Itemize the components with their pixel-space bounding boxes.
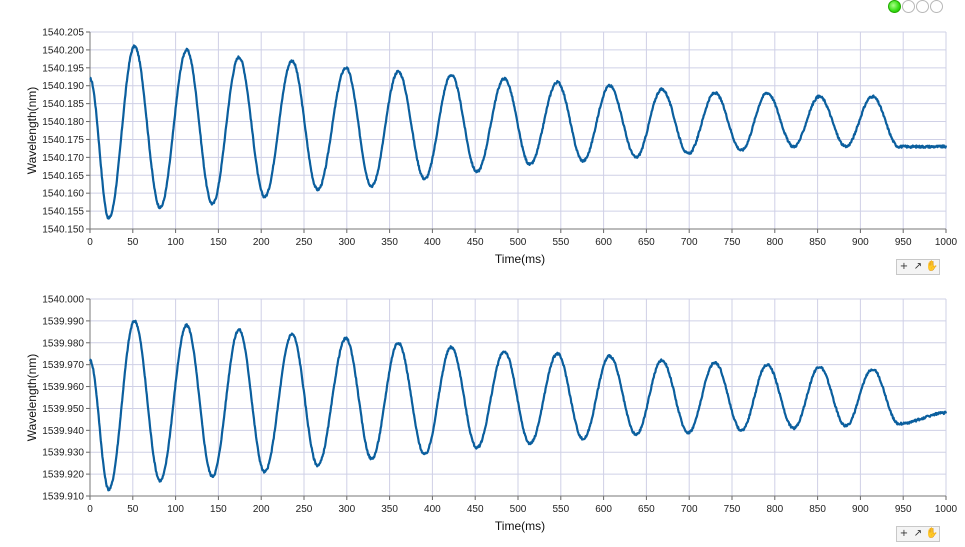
graph-palette-top[interactable]: + ↗ ✋	[896, 259, 940, 275]
chart-1-x-tick-label: 950	[895, 237, 912, 248]
chart-2-x-tick-label: 850	[809, 504, 826, 515]
chart-1-x-tick-label: 850	[809, 237, 826, 248]
chart-2-y-tick-label: 1539.920	[42, 470, 84, 481]
chart-1-y-tick-label: 1540.150	[42, 225, 84, 236]
chart-2-y-tick-label: 1539.960	[42, 382, 84, 393]
chart-2-y-tick-label: 1539.930	[42, 448, 84, 459]
chart-2-x-tick-label: 800	[766, 504, 783, 515]
chart-1-x-tick-label: 800	[766, 237, 783, 248]
chart-2-y-tick-label: 1539.980	[42, 338, 84, 349]
chart-2-x-tick-label: 650	[638, 504, 655, 515]
chart-1-y-tick-label: 1540.185	[42, 99, 84, 110]
chart-1-x-tick-label: 650	[638, 237, 655, 248]
chart-2-series-line	[88, 319, 948, 492]
chart-2-x-tick-label: 600	[595, 504, 612, 515]
chart-2-y-tick-label: 1539.910	[42, 492, 84, 503]
chart-2-y-tick-label: 1540.000	[42, 295, 84, 306]
chart-2-y-tick-label: 1539.990	[42, 316, 84, 327]
zoom-icon[interactable]: +	[899, 528, 909, 539]
chart-2-y-tick-label: 1539.940	[42, 426, 84, 437]
chart-2-x-tick-label: 200	[253, 504, 270, 515]
chart-1-x-tick-label: 400	[424, 237, 441, 248]
chart-1-y-tick-label: 1540.205	[42, 28, 84, 39]
chart-2-x-tick-label: 300	[338, 504, 355, 515]
chart-2-x-axis-label: Time(ms)	[495, 519, 545, 533]
chart-1-x-tick-label: 300	[338, 237, 355, 248]
hand-icon[interactable]: ✋	[925, 261, 939, 272]
chart-2-y-tick-label: 1539.970	[42, 360, 84, 371]
chart-1-y-tick-label: 1540.170	[42, 153, 84, 164]
chart-1-x-tick-label: 100	[167, 237, 184, 248]
status-led-row	[888, 0, 943, 13]
chart-1-x-tick-label: 0	[87, 237, 93, 248]
chart-1-x-tick-label: 50	[127, 237, 139, 248]
chart-2-x-tick-label: 900	[852, 504, 869, 515]
chart-1-x-tick-label: 450	[467, 237, 484, 248]
chart-2-x-tick-label: 50	[127, 504, 139, 515]
chart-1-x-tick-label: 900	[852, 237, 869, 248]
chart-1-x-tick-label: 1000	[935, 237, 958, 248]
chart-1-x-tick-label: 250	[296, 237, 313, 248]
chart-2-x-tick-label: 500	[510, 504, 527, 515]
chart-1-x-tick-label: 500	[510, 237, 527, 248]
chart-1-x-tick-label: 550	[552, 237, 569, 248]
chart-1-x-tick-label: 200	[253, 237, 270, 248]
chart-1-y-tick-label: 1540.200	[42, 45, 84, 56]
chart-2-x-tick-label: 400	[424, 504, 441, 515]
chart-1-x-axis-label: Time(ms)	[495, 252, 545, 266]
chart-2-x-tick-label: 750	[724, 504, 741, 515]
chart-1-y-tick-label: 1540.160	[42, 189, 84, 200]
chart-2-x-tick-label: 250	[296, 504, 313, 515]
chart-1-series-line	[89, 44, 948, 220]
chart-2-x-tick-label: 350	[381, 504, 398, 515]
chart-2-y-tick-label: 1539.950	[42, 404, 84, 415]
pan-icon[interactable]: ↗	[913, 528, 923, 539]
hand-icon[interactable]: ✋	[925, 528, 939, 539]
led-1-indicator	[888, 0, 901, 13]
chart-2-x-tick-label: 700	[681, 504, 698, 515]
pan-icon[interactable]: ↗	[913, 261, 923, 272]
chart-1-x-tick-label: 700	[681, 237, 698, 248]
chart-1-x-tick-label: 150	[210, 237, 227, 248]
chart-1-y-tick-label: 1540.180	[42, 117, 84, 128]
chart-2-x-tick-label: 1000	[935, 504, 958, 515]
chart-1-x-tick-label: 600	[595, 237, 612, 248]
chart-1-x-tick-label: 350	[381, 237, 398, 248]
chart-1-y-tick-label: 1540.155	[42, 207, 84, 218]
chart-2-x-tick-label: 150	[210, 504, 227, 515]
led-2-indicator	[902, 0, 915, 13]
chart-2-x-tick-label: 100	[167, 504, 184, 515]
graph-palette-bottom[interactable]: + ↗ ✋	[896, 526, 940, 542]
chart-1-y-tick-label: 1540.175	[42, 135, 84, 146]
led-4-indicator	[930, 0, 943, 13]
chart-1-y-tick-label: 1540.190	[42, 81, 84, 92]
led-3-indicator	[916, 0, 929, 13]
chart-2-x-tick-label: 0	[87, 504, 93, 515]
chart-1-x-tick-label: 750	[724, 237, 741, 248]
chart-1-y-axis-label: Wavelength(nm)	[25, 87, 39, 175]
chart-2-x-tick-label: 950	[895, 504, 912, 515]
chart-2-y-axis-label: Wavelength(nm)	[25, 354, 39, 442]
chart-2-x-tick-label: 550	[552, 504, 569, 515]
zoom-icon[interactable]: +	[899, 261, 909, 272]
chart-2-x-tick-label: 450	[467, 504, 484, 515]
chart-1-y-tick-label: 1540.165	[42, 171, 84, 182]
chart-1-y-tick-label: 1540.195	[42, 63, 84, 74]
